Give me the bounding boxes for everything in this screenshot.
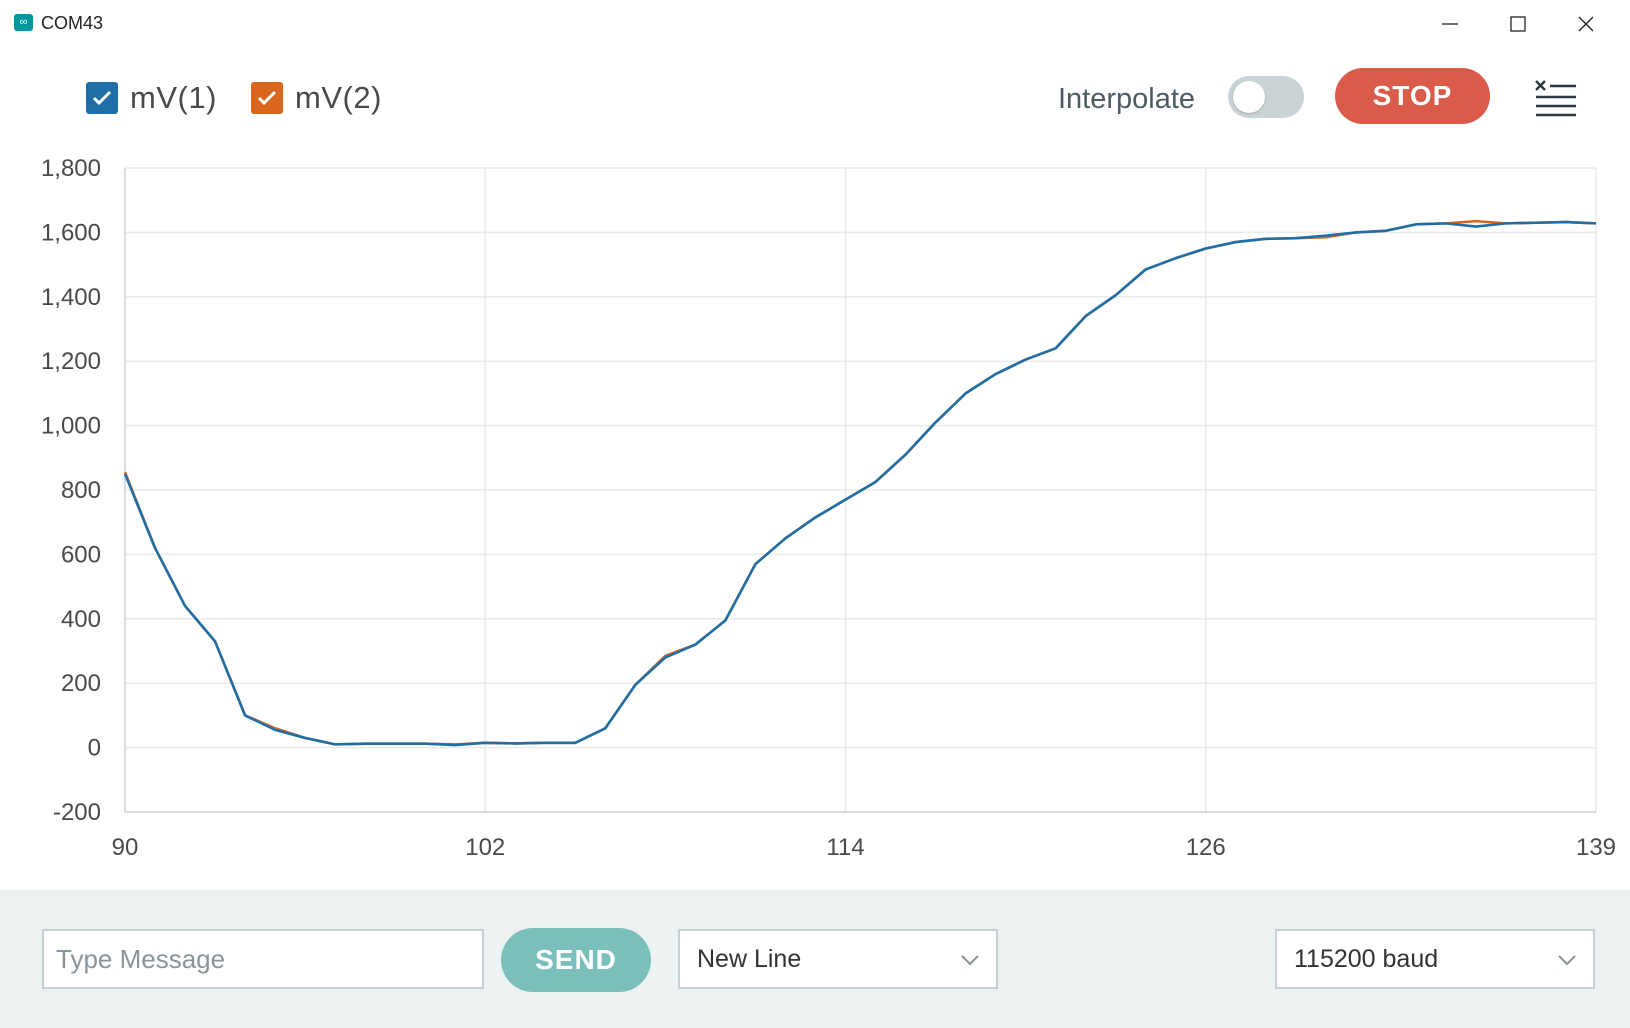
stop-button[interactable]: STOP: [1335, 68, 1490, 124]
chevron-down-icon: [961, 955, 979, 966]
plotter-toolbar: mV(1) mV(2) Interpolate STOP: [0, 55, 1630, 145]
series-line-mv1: [123, 220, 1597, 747]
x-tick-label: 102: [465, 834, 505, 861]
legend-item-mv2[interactable]: mV(2): [251, 80, 382, 116]
maximize-button[interactable]: [1484, 0, 1552, 46]
x-tick-label: 90: [112, 834, 139, 861]
arduino-infinity-icon: ∞: [14, 14, 33, 31]
legend-item-mv1[interactable]: mV(1): [86, 80, 217, 116]
x-tick-label: 126: [1186, 834, 1226, 861]
line-ending-select[interactable]: New Line: [678, 929, 998, 989]
checkmark-icon: [92, 90, 112, 106]
checkbox-mv1[interactable]: [86, 82, 118, 114]
minimize-icon: [1442, 23, 1458, 25]
y-tick-label: 0: [88, 735, 101, 762]
minimize-button[interactable]: [1416, 0, 1484, 46]
y-tick-label: 200: [61, 670, 101, 697]
plot-area: -200 0 200 400 600 800 1,000 1,200 1,400 1,600 1,8…: [0, 150, 1630, 890]
legend-label-mv1: mV(1): [130, 80, 217, 115]
interpolate-toggle[interactable]: [1228, 76, 1304, 118]
window-title: COM43: [41, 13, 104, 33]
checkmark-icon: [257, 90, 277, 106]
y-tick-label: 1,200: [41, 348, 101, 375]
send-button[interactable]: SEND: [501, 928, 651, 992]
toggle-knob: [1233, 81, 1265, 113]
y-tick-label: 1,400: [41, 284, 101, 311]
series-line-mv2: [123, 219, 1597, 746]
y-tick-label: 1,800: [41, 155, 101, 182]
y-tick-label: -200: [53, 799, 101, 826]
close-icon: [1578, 16, 1594, 32]
y-tick-label: 800: [61, 477, 101, 504]
y-tick-label: 600: [61, 541, 101, 568]
y-tick-label: 400: [61, 606, 101, 633]
legend-label-mv2: mV(2): [295, 80, 382, 115]
x-tick-label: 114: [826, 834, 864, 861]
message-input[interactable]: [42, 929, 484, 989]
clear-button[interactable]: [1532, 75, 1580, 119]
y-tick-label: 1,600: [41, 219, 101, 246]
y-tick-label: 1,000: [41, 413, 101, 440]
title-bar: ∞ COM43: [0, 0, 1630, 48]
x-tick-label: 139: [1576, 834, 1616, 861]
interpolate-label: Interpolate: [1058, 83, 1196, 115]
close-button[interactable]: [1552, 0, 1620, 46]
serial-input-bar: SEND New Line 115200 baud: [0, 890, 1630, 1028]
maximize-icon: [1510, 16, 1526, 32]
clear-lines-icon: [1535, 80, 1576, 117]
baud-rate-value: 115200 baud: [1294, 944, 1439, 973]
line-ending-value: New Line: [697, 944, 802, 973]
checkbox-mv2[interactable]: [251, 82, 283, 114]
line-chart: -200 0 200 400 600 800 1,000 1,200 1,400 1,600 1,8…: [41, 155, 1616, 861]
chevron-down-icon: [1558, 955, 1576, 966]
baud-rate-select[interactable]: 115200 baud: [1275, 929, 1595, 989]
